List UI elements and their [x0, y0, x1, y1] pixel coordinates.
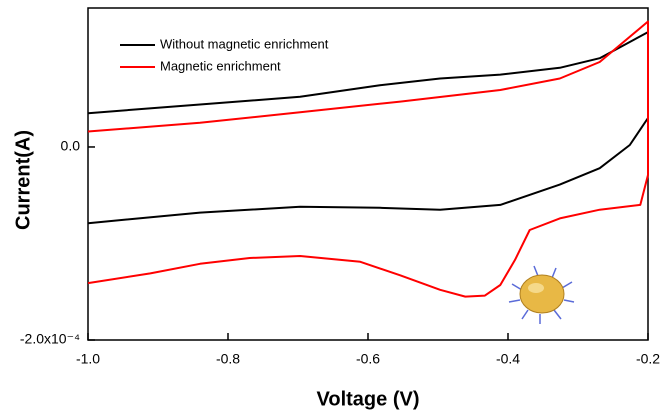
legend-label: Magnetic enrichment	[160, 58, 281, 73]
x-tick-label: -0.4	[496, 351, 520, 367]
x-tick-label: -0.6	[356, 351, 380, 367]
x-tick-label: -0.8	[216, 351, 240, 367]
x-tick-label: -0.2	[636, 351, 660, 367]
y-axis-title: Current(A)	[12, 130, 34, 230]
nanoparticle-icon	[508, 265, 575, 324]
y-tick-label: 0.0	[61, 138, 81, 154]
x-axis-title: Voltage (V)	[317, 388, 420, 410]
y-tick-label: -2.0x10⁻⁴	[20, 331, 80, 347]
legend-label: Without magnetic enrichment	[160, 36, 329, 51]
series-line	[87, 20, 649, 298]
x-tick-label: -1.0	[76, 351, 100, 367]
